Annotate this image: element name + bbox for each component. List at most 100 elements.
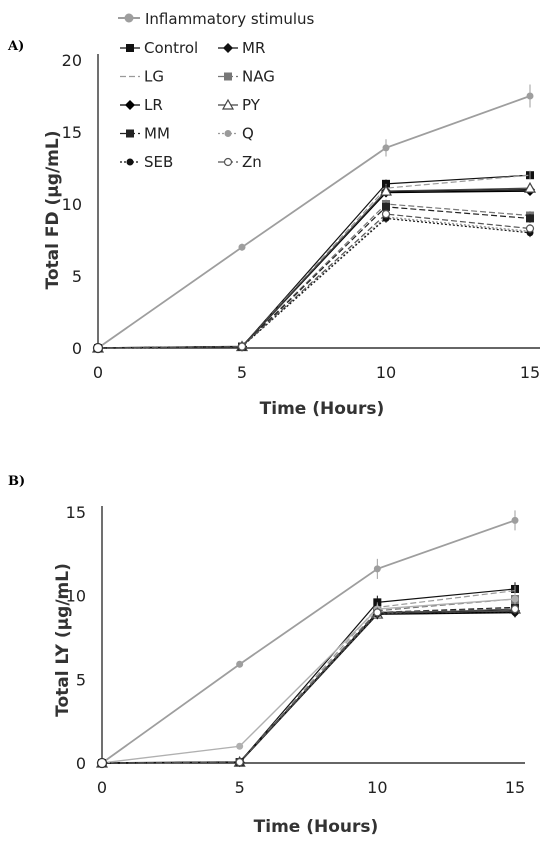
panel-b-x-tick-label: 15 (505, 778, 525, 797)
legend-label: Zn (242, 153, 262, 171)
series-line (97, 213, 531, 349)
chart-panel-b: 0 5 10 15 0 5 10 15 (66, 503, 526, 797)
legend: Inflammatory stimulus Control MR LG NAG LR PY… (118, 10, 315, 171)
data-point (511, 516, 519, 524)
data-point (238, 243, 246, 251)
legend-entry-mr: MR (218, 39, 265, 57)
panel-a-series-nag (94, 199, 534, 352)
legend-label: Q (242, 125, 254, 143)
legend-marker (223, 157, 233, 167)
legend-entry-q: Q (218, 125, 254, 143)
data-point (525, 224, 535, 233)
panel-b-series-lg (101, 585, 516, 764)
data-point (526, 92, 534, 100)
series-line (97, 95, 531, 349)
legend-entry-nag: NAG (218, 68, 275, 86)
panel-b-series-q (98, 593, 519, 767)
data-point (526, 214, 534, 223)
legend-label: LG (144, 68, 164, 86)
series-line (101, 608, 516, 764)
legend-label: SEB (144, 153, 173, 171)
data-point (236, 742, 244, 750)
panel-a-series-inflammatory-stimulus (94, 84, 534, 352)
series-line (101, 519, 516, 764)
legend-label: LR (144, 96, 163, 114)
data-point (379, 184, 393, 196)
panel-b-y-tick-label: 5 (76, 670, 86, 689)
data-point (235, 758, 244, 767)
panel-b-y-tick-label: 15 (66, 503, 86, 522)
legend-marker (126, 158, 134, 166)
series-line (97, 217, 531, 349)
series-line (101, 608, 516, 764)
chart-panel-a: 0 5 10 15 20 0 5 10 15 (62, 51, 541, 382)
data-point (373, 608, 382, 617)
panel-a-series-zn (93, 209, 535, 353)
panel-a-label: A) (7, 39, 24, 54)
legend-marker (124, 13, 134, 23)
series-line (97, 206, 531, 349)
panel-a-x-tick-label: 15 (520, 363, 540, 382)
data-point (382, 202, 390, 211)
panel-b-x-axis-title: Time (Hours) (254, 817, 379, 837)
series-line (101, 598, 516, 764)
panel-b-series-inflammatory-stimulus (98, 510, 519, 767)
panel-a-y-tick-label: 15 (62, 123, 82, 142)
panel-b-y-tick-label: 10 (66, 587, 86, 606)
panel-a-y-axis-title: Total FD (μg/mL) (43, 131, 63, 290)
series-line (101, 588, 516, 764)
data-point (381, 209, 391, 219)
legend-entry-lr: LR (120, 96, 163, 114)
legend-label: PY (242, 96, 261, 114)
panel-b-x-tick-label: 5 (235, 778, 245, 797)
legend-label: MM (144, 125, 170, 143)
legend-marker (224, 130, 232, 137)
data-point (236, 660, 244, 668)
panel-a-x-axis-title: Time (Hours) (260, 399, 385, 419)
legend-entry-seb: SEB (120, 153, 173, 171)
panel-b-series-nag (98, 593, 519, 767)
legend-marker (126, 44, 134, 52)
panel-a-y-tick-label: 10 (62, 195, 82, 214)
panel-a-series-seb (94, 214, 534, 352)
panel-b-series-zn (97, 604, 520, 768)
data-point (511, 595, 519, 603)
panel-a-x-tick-label: 10 (376, 363, 396, 382)
panel-b-x-tick-label: 0 (97, 778, 107, 797)
panel-a-x-tick-label: 5 (237, 363, 247, 382)
data-point (373, 565, 381, 573)
data-point (510, 604, 520, 614)
legend-marker (221, 98, 235, 110)
data-point (523, 181, 537, 193)
legend-marker (223, 43, 233, 53)
data-point (96, 757, 108, 769)
legend-entry-lg: LG (120, 68, 164, 86)
panel-a-y-tick-label: 0 (72, 339, 82, 358)
panel-b-series-py (95, 602, 522, 768)
legend-label: Control (144, 39, 198, 57)
data-point (382, 144, 390, 152)
panel-b-label: B) (8, 474, 25, 489)
panel-b-y-tick-label: 0 (76, 754, 86, 773)
series-line (97, 187, 531, 349)
legend-entry-zn: Zn (218, 153, 262, 171)
legend-marker (125, 100, 135, 110)
data-point (92, 342, 104, 354)
panel-a-y-tick-label: 5 (72, 267, 82, 286)
panel-b-x-tick-label: 10 (367, 778, 387, 797)
series-line (97, 174, 531, 349)
panel-a-series-py (91, 181, 537, 353)
legend-entry-py: PY (218, 96, 261, 114)
legend-entry-inflammatory-stimulus: Inflammatory stimulus (118, 10, 315, 28)
panel-b-y-axis-title: Total LY (μg/mL) (53, 563, 73, 717)
legend-entry-control: Control (120, 39, 198, 57)
panel-a-y-tick-label: 20 (62, 51, 82, 70)
series-line (101, 598, 516, 764)
legend-entry-mm: MM (120, 125, 170, 143)
panel-b-series-mm (98, 602, 519, 767)
legend-marker (224, 72, 232, 81)
legend-label: NAG (242, 68, 275, 86)
data-point (237, 342, 247, 351)
series-line (97, 174, 531, 349)
